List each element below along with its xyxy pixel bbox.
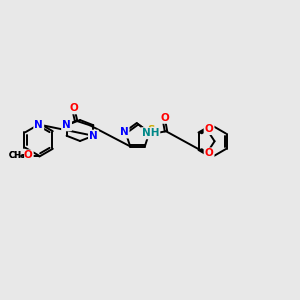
Text: O: O [205, 124, 214, 134]
Text: N: N [89, 131, 98, 141]
Text: N: N [120, 128, 128, 137]
Text: CH₃: CH₃ [9, 151, 25, 160]
Text: O: O [24, 151, 33, 160]
Text: CH₃: CH₃ [9, 151, 25, 160]
Text: O: O [205, 148, 214, 158]
Text: NH: NH [142, 128, 159, 138]
Text: O: O [69, 103, 78, 113]
Text: N: N [34, 119, 43, 130]
Text: O: O [161, 113, 170, 123]
Text: S: S [147, 125, 154, 135]
Text: N: N [62, 120, 71, 130]
